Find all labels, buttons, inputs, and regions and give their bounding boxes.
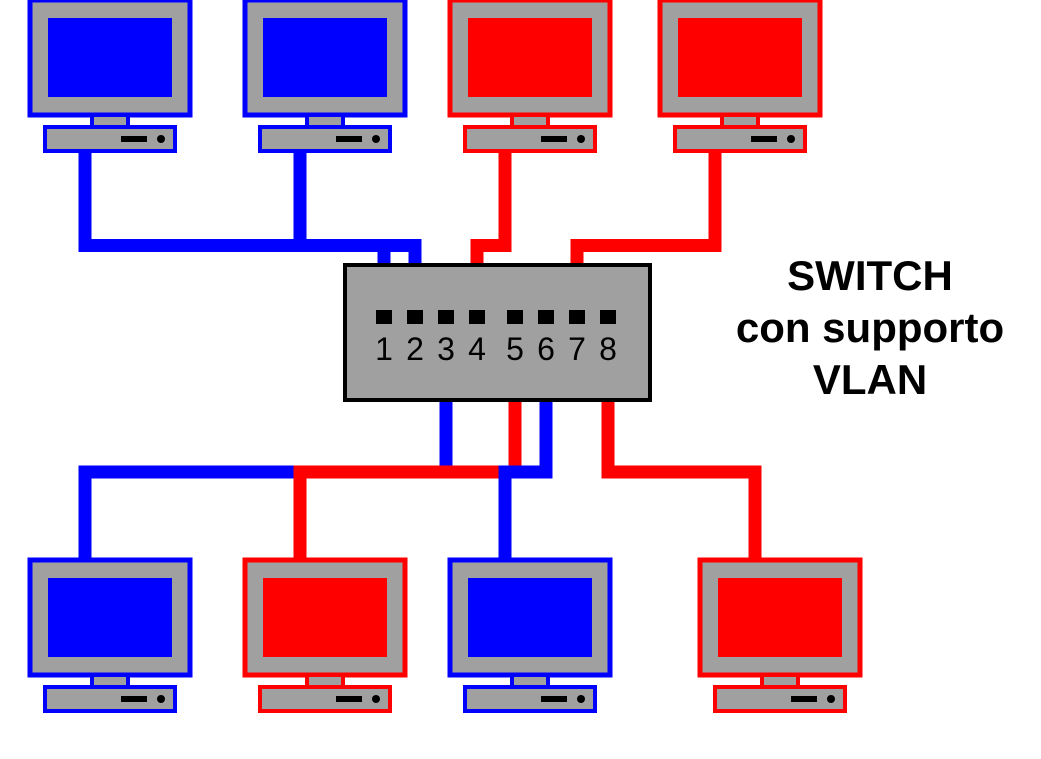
port-label: 3 [437, 331, 455, 367]
computer-icon [30, 560, 190, 711]
switch-port [469, 310, 485, 324]
port-label: 7 [568, 331, 586, 367]
switch-port [538, 310, 554, 324]
port-label: 4 [468, 331, 486, 367]
switch-label-line: VLAN [813, 356, 927, 403]
switch-port [600, 310, 616, 324]
switch-port [376, 310, 392, 324]
switch-label-line: SWITCH [787, 252, 953, 299]
switch-port [407, 310, 423, 324]
port-label: 2 [406, 331, 424, 367]
computer-icon [660, 0, 820, 151]
port-label: 6 [537, 331, 555, 367]
port-label: 1 [375, 331, 393, 367]
switch-layer: 12345678 [345, 265, 650, 400]
port-label: 8 [599, 331, 617, 367]
vlan-diagram: 12345678 SWITCH con supporto VLAN [0, 0, 1041, 759]
switch-port [438, 310, 454, 324]
computer-icon [450, 0, 610, 151]
port-label: 5 [506, 331, 524, 367]
switch-port [569, 310, 585, 324]
computer-icon [700, 560, 860, 711]
computer-icon [245, 0, 405, 151]
computer-icon [450, 560, 610, 711]
switch-port [507, 310, 523, 324]
computer-icon [245, 560, 405, 711]
computer-icon [30, 0, 190, 151]
switch-label-line: con supporto [736, 304, 1004, 351]
